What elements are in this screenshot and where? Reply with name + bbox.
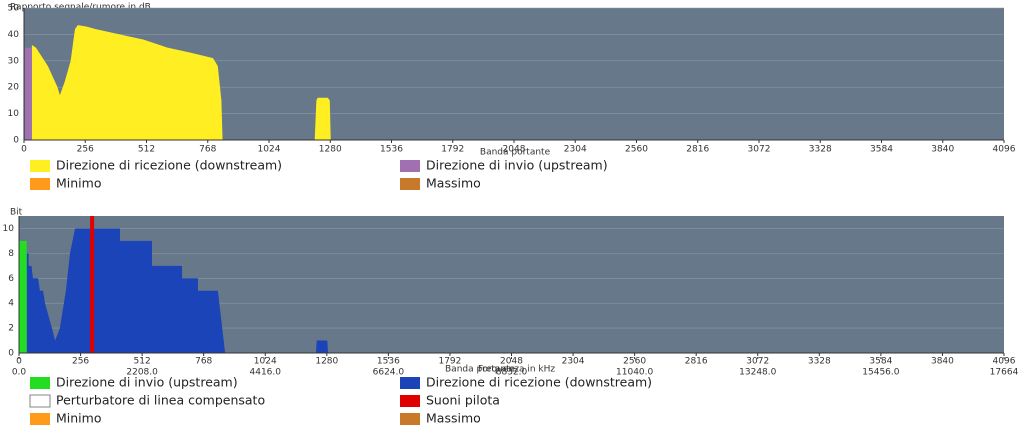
series-area <box>26 228 329 353</box>
y-tick-label: 30 <box>8 56 20 66</box>
legend-swatch <box>400 178 420 190</box>
x-tick-label: 3328 <box>808 357 831 367</box>
legend-label: Direzione di ricezione (downstream) <box>426 375 652 390</box>
x-tick-label: 2048 <box>503 145 526 155</box>
x-tick-label: 2304 <box>564 145 587 155</box>
x2-tick-label: 6624.0 <box>373 368 405 378</box>
x-tick-label: 1536 <box>380 145 403 155</box>
series-area <box>24 47 32 140</box>
x-tick-label: 0 <box>21 145 27 155</box>
x-tick-label: 2304 <box>562 357 585 367</box>
x2-tick-label: 0.0 <box>12 368 27 378</box>
x-axis-label: Banda portante <box>445 365 516 375</box>
x-tick-label: 4096 <box>993 357 1016 367</box>
y-tick-label: 4 <box>8 299 14 309</box>
x2-tick-label: 13248.0 <box>739 368 776 378</box>
legend-label: Suoni pilota <box>426 393 500 408</box>
series-area <box>31 25 331 140</box>
x-tick-label: 2816 <box>686 145 709 155</box>
legend-label: Direzione di ricezione (downstream) <box>56 158 282 173</box>
x-tick-label: 256 <box>72 357 89 367</box>
legend-label: Minimo <box>56 411 101 426</box>
legend-swatch <box>30 178 50 190</box>
x-tick-label: 3072 <box>746 357 769 367</box>
legend-swatch <box>30 160 50 172</box>
chart-title: Rapporto segnale/rumore in dB <box>10 3 151 13</box>
legend-swatch <box>400 377 420 389</box>
legend-swatch <box>400 413 420 425</box>
y-tick-label: 10 <box>8 109 20 119</box>
x-tick-label: 3072 <box>748 145 771 155</box>
x-tick-label: 1536 <box>377 357 400 367</box>
legend-swatch <box>29 394 51 408</box>
x-tick-label: 512 <box>134 357 151 367</box>
x-tick-label: 3584 <box>869 357 892 367</box>
x-tick-label: 1792 <box>441 145 464 155</box>
legend-label: Massimo <box>426 176 481 191</box>
x-tick-label: 512 <box>138 145 155 155</box>
legend-swatch <box>30 413 50 425</box>
x2-tick-label: 2208.0 <box>126 368 158 378</box>
chart-title: Bit <box>10 208 23 218</box>
x2-tick-label: 8832.0 <box>496 368 528 378</box>
x-tick-label: 2816 <box>685 357 708 367</box>
x-tick-label: 1024 <box>254 357 277 367</box>
y-tick-label: 8 <box>8 249 14 259</box>
legend-swatch <box>30 377 50 389</box>
x2-tick-label: 11040.0 <box>616 368 653 378</box>
legend-swatch <box>400 160 420 172</box>
x2-tick-label: 17664 <box>990 368 1019 378</box>
legend-label: Massimo <box>426 411 481 426</box>
x-tick-label: 1024 <box>258 145 281 155</box>
x-tick-label: 1280 <box>319 145 342 155</box>
y-tick-label: 0 <box>13 136 19 146</box>
legend-label: Minimo <box>56 176 101 191</box>
x-tick-label: 2560 <box>623 357 646 367</box>
x-tick-label: 3840 <box>931 145 954 155</box>
y-tick-label: 0 <box>8 349 14 359</box>
x-tick-label: 0 <box>16 357 22 367</box>
series-area <box>19 240 27 353</box>
x2-tick-label: 15456.0 <box>862 368 899 378</box>
x-tick-label: 1792 <box>438 357 461 367</box>
y-tick-label: 20 <box>8 83 20 93</box>
x-tick-label: 3328 <box>809 145 832 155</box>
y-tick-label: 2 <box>8 324 14 334</box>
x-tick-label: 768 <box>199 145 216 155</box>
x-tick-label: 4096 <box>993 145 1016 155</box>
y-tick-label: 6 <box>8 274 14 284</box>
x-tick-label: 1280 <box>315 357 338 367</box>
x-tick-label: 3840 <box>931 357 954 367</box>
legend-label: Perturbatore di linea compensato <box>56 393 265 408</box>
x-tick-label: 3584 <box>870 145 893 155</box>
y-tick-label: 40 <box>8 30 20 40</box>
x-tick-label: 256 <box>77 145 94 155</box>
x-tick-label: 2560 <box>625 145 648 155</box>
x-axis-label: Banda portante <box>480 148 551 158</box>
y-tick-label: 10 <box>3 224 15 234</box>
x-tick-label: 2048 <box>500 357 523 367</box>
legend-label: Direzione di invio (upstream) <box>56 375 238 390</box>
x2-axis-label: Frequenza in kHz <box>478 365 555 375</box>
y-tick-label: 50 <box>8 4 20 14</box>
pilot-tone <box>90 216 95 353</box>
x2-tick-label: 4416.0 <box>250 368 282 378</box>
legend-label: Direzione di invio (upstream) <box>426 158 608 173</box>
legend-swatch <box>400 395 420 407</box>
x-tick-label: 768 <box>195 357 212 367</box>
